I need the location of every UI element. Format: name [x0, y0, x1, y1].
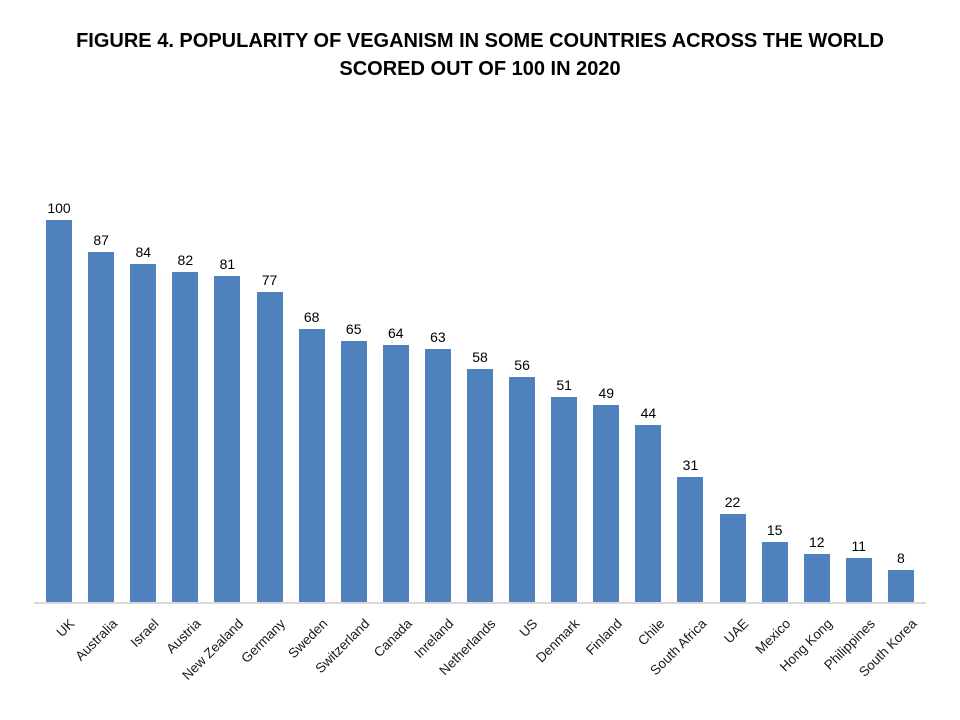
x-axis-label-slot: Germany — [238, 606, 290, 716]
bar-slot: 22 — [712, 200, 754, 602]
bar-slot: 44 — [627, 200, 669, 602]
bar — [88, 252, 115, 602]
x-axis-label-slot: Netherlands — [437, 606, 501, 716]
bar — [761, 541, 788, 602]
bar-slot: 100 — [38, 200, 80, 602]
bar — [172, 272, 199, 602]
x-axis-label-slot: UK — [38, 606, 80, 716]
x-axis-label-slot: New Zealand — [179, 606, 248, 716]
x-axis-label-slot: Finland — [582, 606, 627, 716]
bar — [551, 396, 578, 602]
bar-slot: 12 — [796, 200, 838, 602]
bar-slot: 63 — [417, 200, 459, 602]
bar — [719, 513, 746, 602]
bar-value-label: 65 — [345, 320, 362, 337]
x-axis-label-slot: Israel — [122, 606, 164, 716]
x-axis-label-slot: Australia — [72, 606, 122, 716]
bar-slot: 64 — [375, 200, 417, 602]
x-axis-label-slot: South Korea — [856, 606, 922, 716]
bar — [845, 557, 872, 602]
bar-slot: 65 — [333, 200, 375, 602]
x-axis-label: US — [516, 616, 541, 640]
bar-slot: 58 — [459, 200, 501, 602]
x-axis-label: Finland — [582, 616, 625, 658]
bar-value-label: 64 — [388, 324, 404, 341]
bar-slot: 84 — [122, 200, 164, 602]
x-axis-label: UAE — [720, 616, 752, 647]
bar — [424, 348, 451, 602]
x-axis-label-slot: Canada — [370, 606, 417, 716]
bar — [593, 405, 620, 602]
bar-value-label: 15 — [766, 521, 783, 538]
bar-value-label: 82 — [177, 252, 194, 269]
x-axis-label: Chile — [634, 616, 667, 649]
x-axis-label: UK — [53, 616, 78, 640]
bar-value-label: 77 — [261, 272, 278, 289]
bar — [677, 477, 704, 602]
bar-slot: 8 — [880, 200, 922, 602]
bar-slot: 81 — [206, 200, 248, 602]
bar — [887, 569, 914, 602]
bar-slot: 77 — [248, 200, 290, 602]
bar-value-label: 87 — [93, 232, 109, 249]
bar-slot: 56 — [501, 200, 543, 602]
bar-value-label: 63 — [430, 328, 446, 345]
bar — [803, 553, 830, 602]
bar-value-label: 51 — [556, 376, 572, 393]
bar — [46, 220, 73, 602]
plot-area: 100 87 84 82 81 77 68 65 64 63 58 56 51 49 44 31 22 15 12 1… — [34, 200, 926, 604]
bar — [509, 376, 536, 602]
bar-value-label: 22 — [724, 493, 741, 510]
bar-value-label: 81 — [219, 256, 236, 273]
x-axis-label: Austria — [163, 616, 204, 657]
x-axis-label-slot: Switzerland — [312, 606, 375, 716]
x-axis-label-slot: Denmark — [533, 606, 585, 716]
bar — [340, 340, 367, 602]
bar-slot: 68 — [291, 200, 333, 602]
bar-value-label: 44 — [640, 405, 657, 422]
bar-slot: 51 — [543, 200, 585, 602]
bar-value-label: 84 — [135, 244, 152, 261]
bar-value-label: 12 — [808, 533, 825, 550]
x-axis-label-slot: US — [501, 606, 543, 716]
x-axis-labels: UK Australia Israel Austria New Zealand Germa… — [34, 606, 926, 716]
x-axis-label-slot: UAE — [712, 606, 754, 716]
bar-value-label: 68 — [303, 308, 320, 325]
x-axis-label: Australia — [71, 616, 120, 664]
x-axis-label: Canada — [370, 616, 415, 661]
bar-value-label: 56 — [514, 356, 530, 373]
chart-title-line-2: SCORED OUT OF 100 IN 2020 — [339, 58, 621, 80]
bar — [382, 344, 409, 602]
bar-slot: 82 — [164, 200, 206, 602]
bar — [298, 328, 325, 602]
bar-slot: 15 — [754, 200, 796, 602]
bar-slot: 31 — [669, 200, 711, 602]
bar — [466, 368, 493, 602]
bar-value-label: 31 — [682, 457, 699, 474]
bar-value-label: 8 — [897, 549, 905, 566]
bar — [256, 292, 283, 602]
bar-value-label: 49 — [598, 385, 615, 402]
bar-value-label: 100 — [47, 200, 71, 216]
bar-slot: 49 — [585, 200, 627, 602]
x-axis-label: Mexico — [752, 616, 794, 657]
x-axis-label-slot: South Africa — [647, 606, 711, 716]
bar-slot: 87 — [80, 200, 122, 602]
bar-value-label: 11 — [851, 537, 867, 554]
chart-title: FIGURE 4. POPULARITY OF VEGANISM IN SOME… — [0, 27, 960, 83]
bar-value-label: 58 — [472, 348, 488, 365]
bar-slot: 11 — [838, 200, 880, 602]
chart-title-line-1: FIGURE 4. POPULARITY OF VEGANISM IN SOME… — [76, 30, 884, 52]
bar — [214, 276, 241, 602]
bar — [130, 264, 157, 602]
bar — [635, 425, 662, 602]
x-axis-label: Israel — [127, 616, 162, 650]
